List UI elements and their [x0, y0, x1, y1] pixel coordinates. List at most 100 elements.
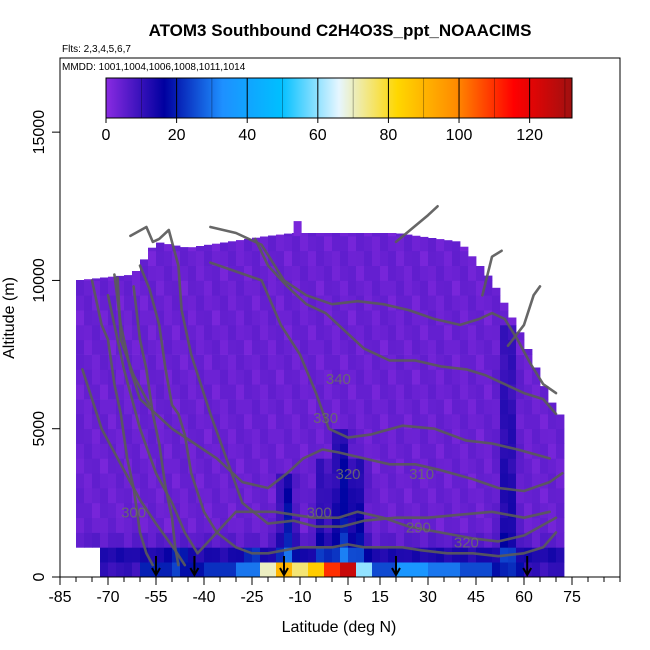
heatmap-cell	[532, 547, 541, 563]
heatmap-cell	[132, 428, 141, 444]
heatmap-cell	[268, 458, 277, 474]
heatmap-cell	[76, 295, 85, 311]
heatmap-cell	[476, 458, 485, 474]
heatmap-cell	[212, 458, 221, 474]
heatmap-cell	[460, 324, 469, 341]
heatmap-cell	[156, 502, 165, 519]
heatmap-cell	[436, 562, 445, 578]
heatmap-cell	[476, 413, 485, 430]
heatmap-cell	[348, 443, 357, 459]
heatmap-cell	[412, 354, 421, 370]
heatmap-cell	[164, 502, 173, 519]
heatmap-cell	[124, 339, 133, 355]
heatmap-cell	[388, 517, 397, 533]
heatmap-cell	[540, 428, 549, 444]
heatmap-cell	[188, 399, 197, 415]
heatmap-cell	[244, 413, 253, 430]
heatmap-cell	[508, 399, 517, 415]
heatmap-cell	[124, 413, 133, 430]
heatmap-cell	[420, 310, 429, 326]
heatmap-cell	[364, 473, 373, 489]
heatmap-cell	[244, 443, 253, 459]
heatmap-cell	[292, 502, 301, 519]
heatmap-cell	[124, 547, 133, 563]
heatmap-cell	[340, 473, 349, 489]
heatmap-cell	[380, 233, 389, 237]
heatmap-cell	[276, 532, 285, 548]
heatmap-cell	[196, 280, 205, 296]
heatmap-cell	[500, 302, 509, 311]
heatmap-cell	[364, 532, 373, 548]
heatmap-cell	[460, 562, 469, 578]
heatmap-cell	[396, 502, 405, 519]
heatmap-cell	[140, 259, 149, 266]
heatmap-cell	[196, 369, 205, 385]
heatmap-cell	[244, 310, 253, 326]
heatmap-cell	[308, 369, 317, 385]
heatmap-cell	[324, 428, 333, 444]
heatmap-cell	[364, 265, 373, 281]
heatmap-cell	[428, 324, 437, 341]
heatmap-cell	[220, 399, 229, 415]
heatmap-cell	[76, 324, 85, 341]
heatmap-cell	[372, 502, 381, 519]
heatmap-cell	[356, 369, 365, 385]
heatmap-cell	[500, 339, 509, 355]
heatmap-cell	[444, 369, 453, 385]
heatmap-cell	[516, 339, 525, 355]
heatmap-cell	[204, 244, 213, 252]
heatmap-cell	[380, 562, 389, 578]
heatmap-cell	[188, 295, 197, 311]
heatmap-cell	[492, 502, 501, 519]
heatmap-cell	[372, 310, 381, 326]
heatmap-cell	[76, 458, 85, 474]
heatmap-cell	[468, 428, 477, 444]
heatmap-cell	[388, 384, 397, 400]
heatmap-cell	[452, 354, 461, 370]
heatmap-cell	[164, 244, 173, 252]
heatmap-cell	[164, 458, 173, 474]
heatmap-cell	[100, 295, 109, 311]
heatmap-cell	[308, 235, 317, 252]
heatmap-cell	[396, 310, 405, 326]
heatmap-cell	[116, 369, 125, 385]
heatmap-cell	[156, 242, 165, 252]
heatmap-cell	[540, 562, 549, 578]
heatmap-cell	[300, 532, 309, 548]
heatmap-cell	[276, 413, 285, 430]
heatmap-cell	[340, 502, 349, 519]
heatmap-cell	[364, 517, 373, 533]
heatmap-cell	[316, 428, 325, 444]
heatmap-cell	[228, 399, 237, 415]
heatmap-cell	[188, 547, 197, 563]
heatmap-cell	[516, 332, 525, 341]
heatmap-cell	[156, 399, 165, 415]
heatmap-cell	[140, 458, 149, 474]
heatmap-cell	[348, 517, 357, 533]
heatmap-cell	[276, 443, 285, 459]
heatmap-cell	[356, 532, 365, 548]
heatmap-cell	[436, 458, 445, 474]
heatmap-cell	[332, 413, 341, 430]
heatmap-cell	[316, 233, 325, 237]
heatmap-cell	[92, 502, 101, 519]
heatmap-cell	[212, 517, 221, 533]
heatmap-cell	[116, 502, 125, 519]
heatmap-cell	[492, 369, 501, 385]
heatmap-cell	[380, 339, 389, 355]
heatmap-cell	[308, 339, 317, 355]
heatmap-cell	[244, 458, 253, 474]
heatmap-cell	[476, 428, 485, 444]
heatmap-cell	[332, 250, 341, 266]
heatmap-cell	[556, 443, 565, 459]
heatmap-cell	[452, 241, 461, 252]
heatmap-cell	[396, 235, 405, 252]
heatmap-cell	[100, 443, 109, 459]
heatmap-cell	[292, 384, 301, 400]
heatmap-cell	[396, 532, 405, 548]
heatmap-cell	[460, 547, 469, 563]
heatmap-cell	[204, 265, 213, 281]
heatmap-cell	[228, 562, 237, 578]
heatmap-cell	[516, 517, 525, 533]
heatmap-cell	[244, 265, 253, 281]
